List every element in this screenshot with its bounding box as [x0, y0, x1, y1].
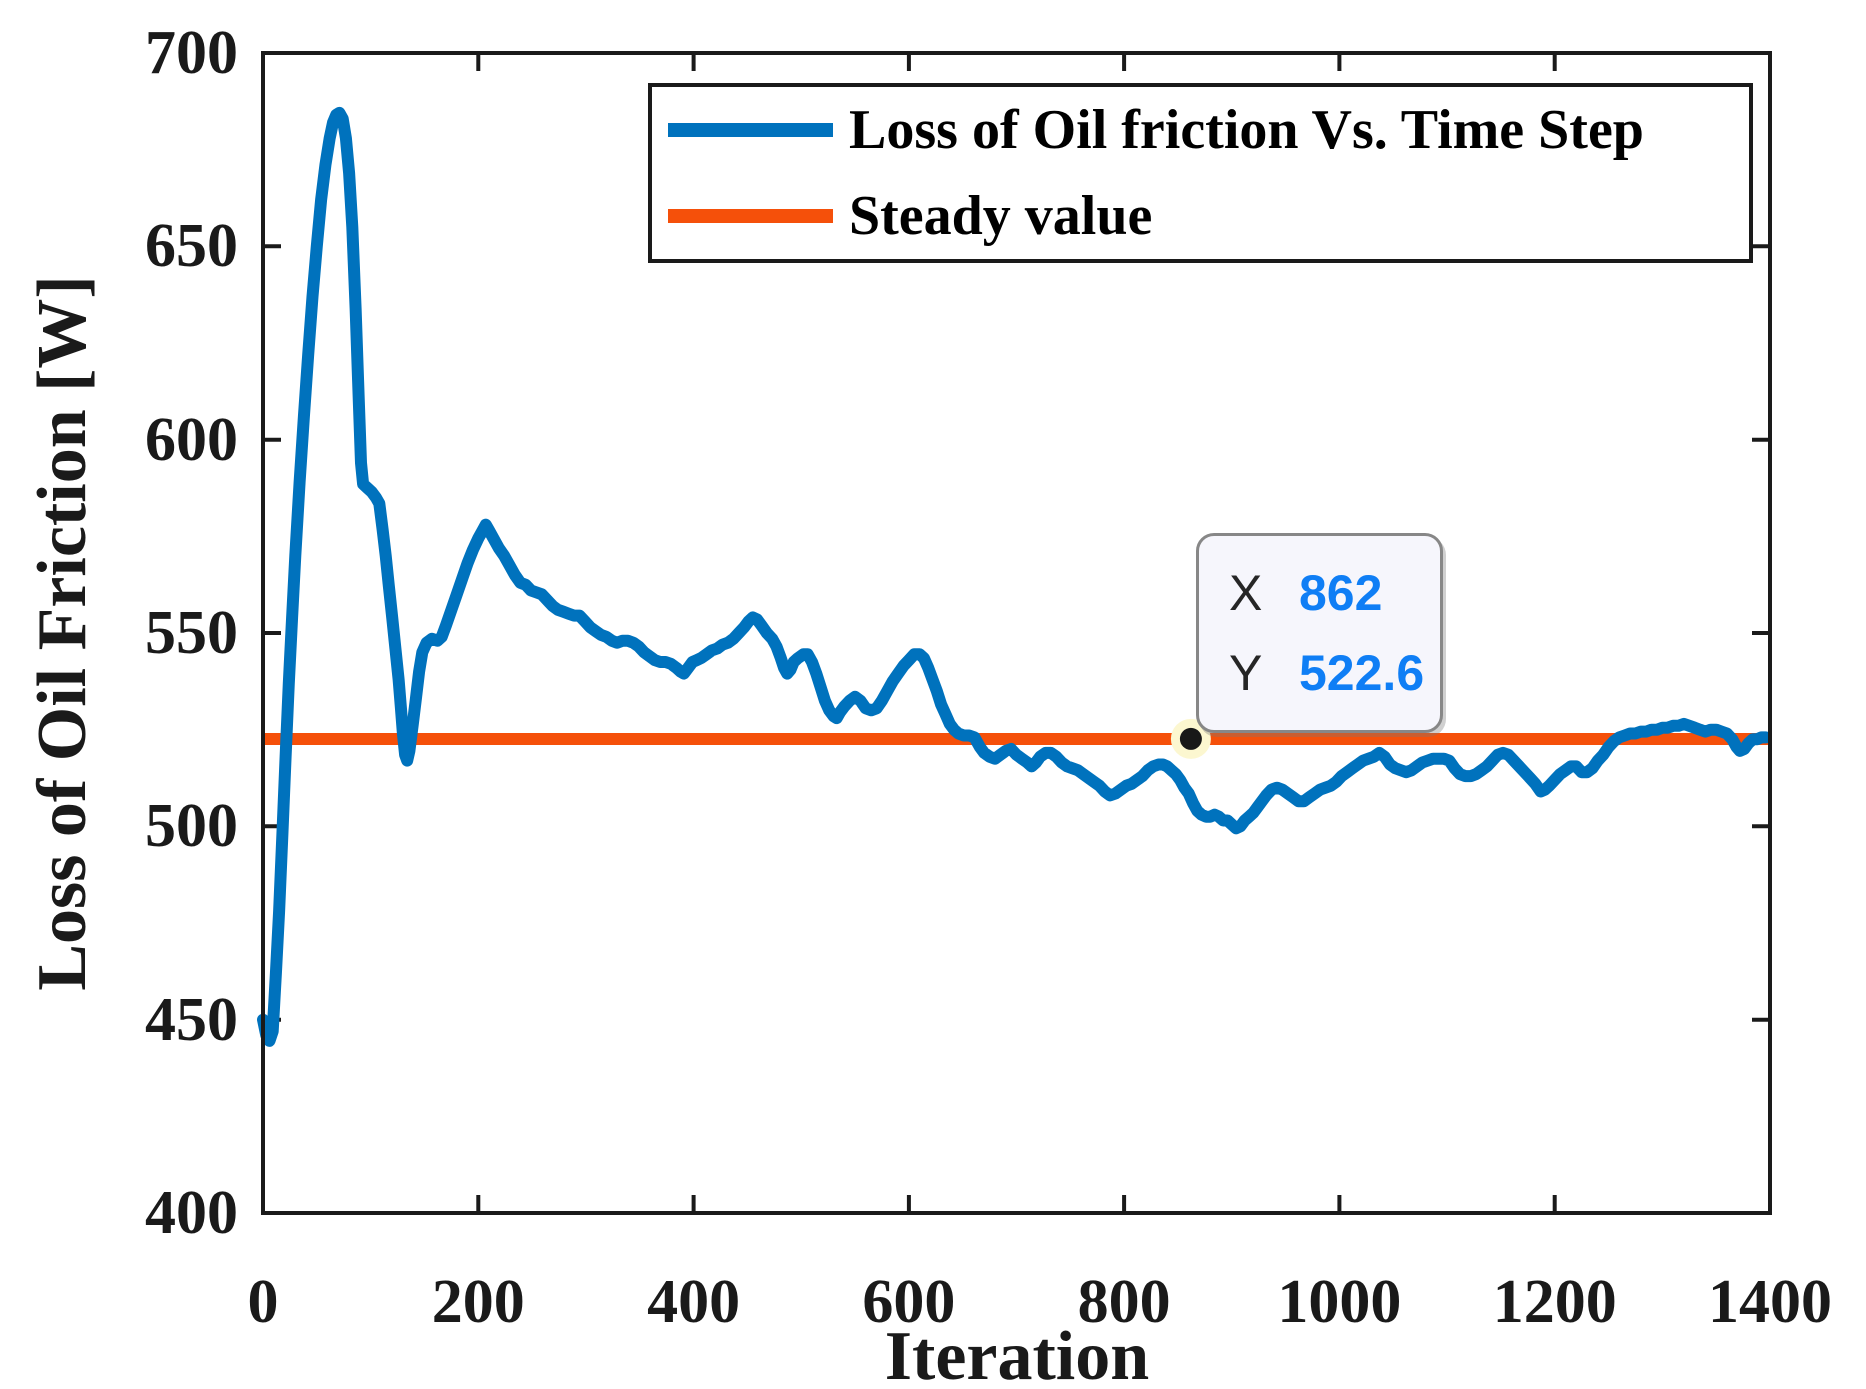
- datatip-x-key: X: [1229, 565, 1263, 621]
- x-axis-label: Iteration: [884, 1318, 1150, 1389]
- legend[interactable]: Loss of Oil friction Vs. Time Step Stead…: [648, 83, 1753, 263]
- x-tick-label: 1200: [1492, 1268, 1617, 1336]
- y-tick-label: 500: [145, 792, 238, 861]
- y-tick-label: 700: [145, 19, 238, 87]
- y-tick-label: 400: [145, 1179, 238, 1247]
- legend-entry-steady-value[interactable]: Steady value: [652, 173, 1749, 259]
- x-tick-label: 600: [862, 1268, 956, 1336]
- legend-label: Loss of Oil friction Vs. Time Step: [849, 99, 1644, 161]
- datatip-marker[interactable]: [1179, 727, 1202, 750]
- x-tick-label: 400: [647, 1268, 741, 1336]
- x-tick-label: 0: [247, 1268, 279, 1336]
- y-tick-label: 650: [145, 212, 238, 281]
- axes-box: [261, 51, 1772, 1215]
- datatip-x-value: 862: [1299, 565, 1383, 621]
- y-tick-label: 550: [145, 599, 238, 667]
- legend-entry-loss-curve[interactable]: Loss of Oil friction Vs. Time Step: [652, 87, 1749, 173]
- datatip-x-row: X 862: [1229, 553, 1440, 633]
- y-axis-label: Loss of Oil Friction [W]: [24, 275, 101, 991]
- datatip-y-row: Y 522.6: [1229, 633, 1440, 713]
- y-tick-label: 600: [145, 405, 238, 474]
- x-tick-label: 200: [431, 1268, 525, 1336]
- datatip-y-value: 522.6: [1299, 645, 1425, 701]
- datatip-y-key: Y: [1229, 645, 1263, 701]
- x-tick-label: 800: [1077, 1268, 1171, 1336]
- datatip-box[interactable]: X 862 Y 522.6: [1196, 533, 1443, 733]
- x-tick-label: 1400: [1708, 1268, 1832, 1336]
- y-tick-label: 450: [145, 985, 238, 1054]
- legend-label: Steady value: [849, 185, 1153, 247]
- legend-line-swatch-orange: [668, 209, 833, 223]
- legend-line-swatch-blue: [668, 123, 833, 137]
- loss-curve[interactable]: [257, 106, 1772, 1047]
- x-tick-label: 1000: [1277, 1268, 1402, 1336]
